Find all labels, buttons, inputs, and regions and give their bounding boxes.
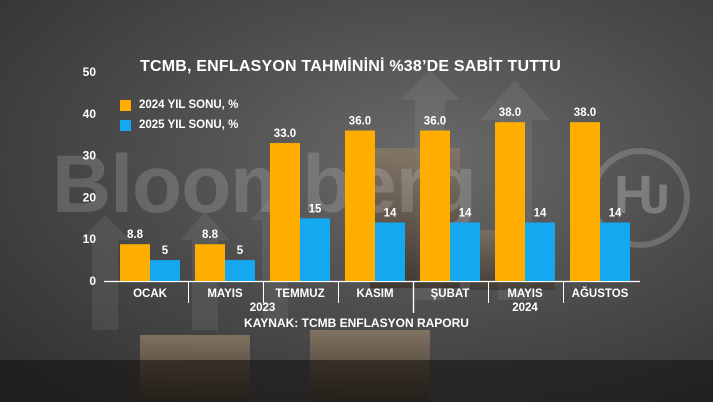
legend-item-2025: 2025 YIL SONU, %: [120, 115, 238, 135]
data-label: 38.0: [499, 107, 521, 119]
legend-item-2024: 2024 YIL SONU, %: [120, 95, 238, 115]
data-label: 15: [309, 203, 322, 215]
year-group-label: 2024: [512, 302, 538, 314]
bar-2024: [570, 122, 600, 281]
bar-2025: [300, 218, 330, 281]
data-label: 8.8: [202, 229, 219, 241]
data-label: 14: [384, 207, 397, 219]
chart-title: TCMB, ENFLASYON TAHMİNİNİ %38’DE SABİT T…: [140, 58, 561, 75]
x-tick-label: TEMMUZ: [275, 288, 324, 300]
bar-2024: [120, 244, 150, 281]
x-tick-label: KASIM: [356, 288, 393, 300]
chart-source: KAYNAK: TCMB ENFLASYON RAPORU: [244, 316, 469, 330]
data-label: 8.8: [127, 229, 144, 241]
x-tick-label: MAYIS: [507, 288, 543, 300]
year-group-label: 2023: [250, 302, 276, 314]
legend-label-2025: 2025 YIL SONU, %: [139, 119, 239, 131]
legend-label-2024: 2024 YIL SONU, %: [139, 99, 239, 111]
x-tick-label: MAYIS: [207, 288, 243, 300]
bar-2025: [225, 260, 255, 281]
bar-2024: [345, 130, 375, 281]
data-label: 14: [534, 207, 547, 219]
x-tick-label: OCAK: [133, 288, 168, 300]
data-label: 14: [459, 207, 472, 219]
data-label: 36.0: [349, 116, 371, 128]
data-label: 5: [237, 245, 244, 257]
data-label: 14: [609, 207, 622, 219]
x-tick-label: ŞUBAT: [431, 288, 470, 300]
bar-2025: [525, 222, 555, 281]
bar-2024: [495, 122, 525, 281]
bar-2024: [420, 130, 450, 281]
bar-2025: [375, 222, 405, 281]
bar-2025: [450, 222, 480, 281]
y-tick-label: 40: [83, 107, 97, 121]
x-tick-label: AĞUSTOS: [572, 287, 629, 300]
y-tick-label: 30: [83, 149, 97, 163]
bloomberg-watermark: Bloomberg: [52, 139, 477, 230]
data-label: 38.0: [574, 107, 596, 119]
bar-2025: [600, 222, 630, 281]
y-tick-label: 10: [83, 232, 97, 246]
bar-2024: [270, 143, 300, 281]
data-label: 33.0: [274, 128, 296, 140]
bar-2024: [195, 244, 225, 281]
y-tick-label: 20: [83, 190, 97, 204]
legend-swatch-2024: [120, 99, 131, 111]
chart-legend: 2024 YIL SONU, % 2025 YIL SONU, %: [120, 95, 238, 135]
y-tick-label: 50: [83, 65, 97, 79]
legend-swatch-2025: [120, 119, 131, 131]
data-label: 36.0: [424, 116, 446, 128]
y-tick-label: 0: [89, 274, 96, 288]
data-label: 5: [162, 245, 169, 257]
bar-2025: [150, 260, 180, 281]
